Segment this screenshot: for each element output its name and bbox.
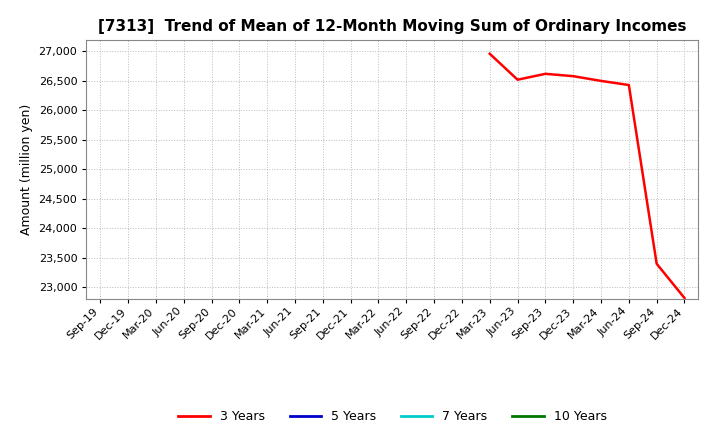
Title: [7313]  Trend of Mean of 12-Month Moving Sum of Ordinary Incomes: [7313] Trend of Mean of 12-Month Moving … (98, 19, 687, 34)
Legend: 3 Years, 5 Years, 7 Years, 10 Years: 3 Years, 5 Years, 7 Years, 10 Years (174, 405, 611, 428)
Y-axis label: Amount (million yen): Amount (million yen) (20, 104, 33, 235)
